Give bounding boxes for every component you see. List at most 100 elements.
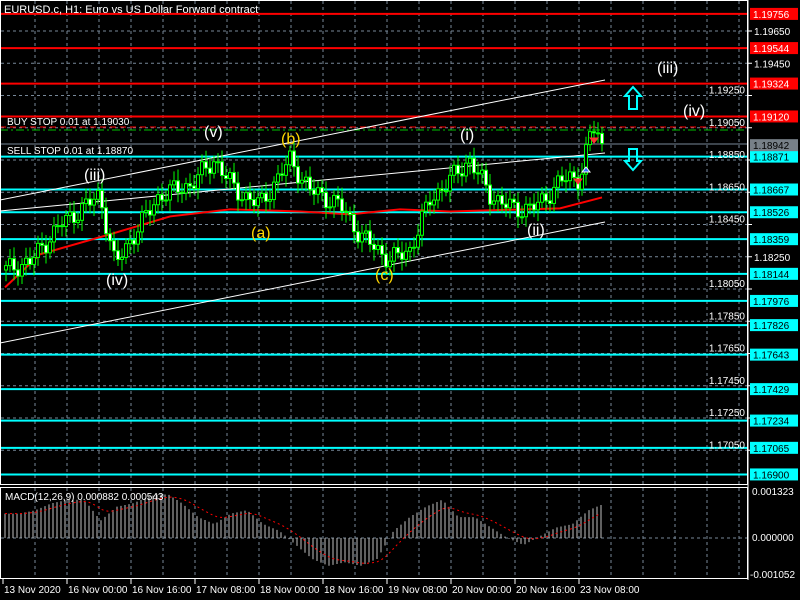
wave-label: (iii)	[657, 60, 678, 77]
time-tick-label: 17 Nov 08:00	[196, 585, 256, 596]
price-level-label: 1.17976	[753, 297, 790, 308]
price-tick-label: 1.17650	[709, 344, 746, 355]
macd-axis-min: -0.001052	[750, 570, 795, 581]
candle	[104, 207, 108, 235]
price-axis[interactable]: 1.19650 1.19450 1.19250 1.19050 1.18850 1.186…	[709, 0, 798, 580]
candle	[56, 225, 60, 228]
price-level-tag	[750, 348, 798, 361]
wave-label: (iii)	[84, 167, 105, 184]
candle	[112, 240, 116, 252]
candle	[372, 243, 376, 250]
candle	[196, 174, 200, 190]
candle	[348, 211, 352, 215]
candle	[468, 157, 472, 164]
candle	[536, 201, 540, 211]
candle	[220, 161, 224, 177]
candle	[596, 132, 600, 135]
candle	[60, 225, 64, 228]
candle	[212, 161, 216, 174]
arrow-up-icon	[622, 85, 644, 110]
candle	[68, 211, 72, 216]
candle	[572, 171, 576, 178]
candle	[48, 241, 52, 254]
price-level-label: 1.17643	[753, 351, 790, 362]
candle	[368, 230, 372, 245]
current-price-label: 1.18942	[753, 141, 790, 152]
candle	[40, 242, 44, 246]
candle	[232, 172, 236, 184]
candle	[416, 234, 420, 248]
candle	[544, 193, 548, 202]
candle	[392, 247, 396, 262]
sell-stop-label: SELL STOP 0.01 at 1.18870	[7, 146, 133, 157]
candle	[312, 189, 316, 195]
horizontal-levels	[1, 12, 747, 476]
candle	[20, 264, 24, 277]
candle	[584, 144, 588, 175]
candle	[292, 150, 296, 168]
price-level-label: 1.16900	[753, 470, 790, 481]
candle	[396, 247, 400, 254]
price-level-tag	[750, 233, 798, 246]
candle	[520, 216, 524, 219]
candle	[324, 191, 328, 209]
wave-label: (iv)	[106, 272, 128, 289]
candle	[360, 232, 364, 243]
arrow-down-icon	[622, 148, 644, 172]
candle	[176, 180, 180, 193]
price-tick-label: 1.17050	[709, 440, 746, 451]
price-tick-label: 1.19450	[754, 59, 791, 70]
price-level-label: 1.18526	[753, 208, 790, 219]
candle	[316, 187, 320, 195]
candle	[200, 161, 204, 176]
candle	[140, 211, 144, 233]
candle	[540, 193, 544, 203]
candle	[144, 210, 148, 213]
time-tick-label: 19 Nov 08:00	[388, 585, 448, 596]
price-level-label: 1.19324	[753, 80, 790, 91]
wave-label: (ii)	[527, 222, 545, 239]
price-level-tag	[750, 468, 798, 481]
candle	[364, 230, 368, 234]
price-level-tag	[750, 383, 798, 396]
time-tick-label: 13 Nov 2020	[4, 585, 61, 596]
candle	[8, 258, 12, 267]
candle	[128, 239, 132, 245]
time-tick-label: 20 Nov 16:00	[516, 585, 576, 596]
lower-channel-line[interactable]	[0, 221, 606, 344]
price-tick-label: 1.17850	[709, 311, 746, 322]
candle	[116, 250, 120, 260]
candle	[268, 199, 272, 202]
candle	[480, 169, 484, 175]
candle	[524, 203, 528, 218]
candle	[16, 269, 20, 277]
price-level-tag	[750, 77, 798, 90]
time-axis: 13 Nov 2020 16 Nov 00:00 16 Nov 16:00 17 No…	[2, 579, 640, 596]
candle	[136, 231, 140, 245]
upper-channel-line[interactable]	[0, 79, 606, 201]
candle	[504, 203, 508, 209]
time-tick-label: 18 Nov 00:00	[260, 585, 320, 596]
candle	[488, 184, 492, 205]
price-level-label: 1.17065	[753, 444, 790, 455]
candle	[484, 169, 488, 186]
time-tick-label: 20 Nov 00:00	[452, 585, 512, 596]
candle	[472, 157, 476, 174]
chart-title: EURUSD.c, H1: Euro vs US Dollar Forward …	[4, 4, 258, 16]
price-tick-label: 1.19050	[709, 118, 746, 129]
candle	[4, 265, 8, 271]
candle	[332, 194, 336, 208]
candle	[508, 198, 512, 209]
candle	[172, 180, 176, 186]
macd-panel	[1, 494, 747, 566]
candle	[108, 233, 112, 242]
candle	[556, 175, 560, 188]
price-level-label: 1.18359	[753, 235, 790, 246]
candle	[92, 198, 96, 206]
candle	[336, 194, 340, 200]
price-tick-label: 1.18450	[709, 215, 746, 226]
wave-labels: (iii) (iv) (v) (a) (b) (c) (i) (ii) (iii) (iv)	[84, 60, 705, 289]
candle	[80, 203, 84, 221]
wave-label: (iv)	[683, 103, 705, 120]
